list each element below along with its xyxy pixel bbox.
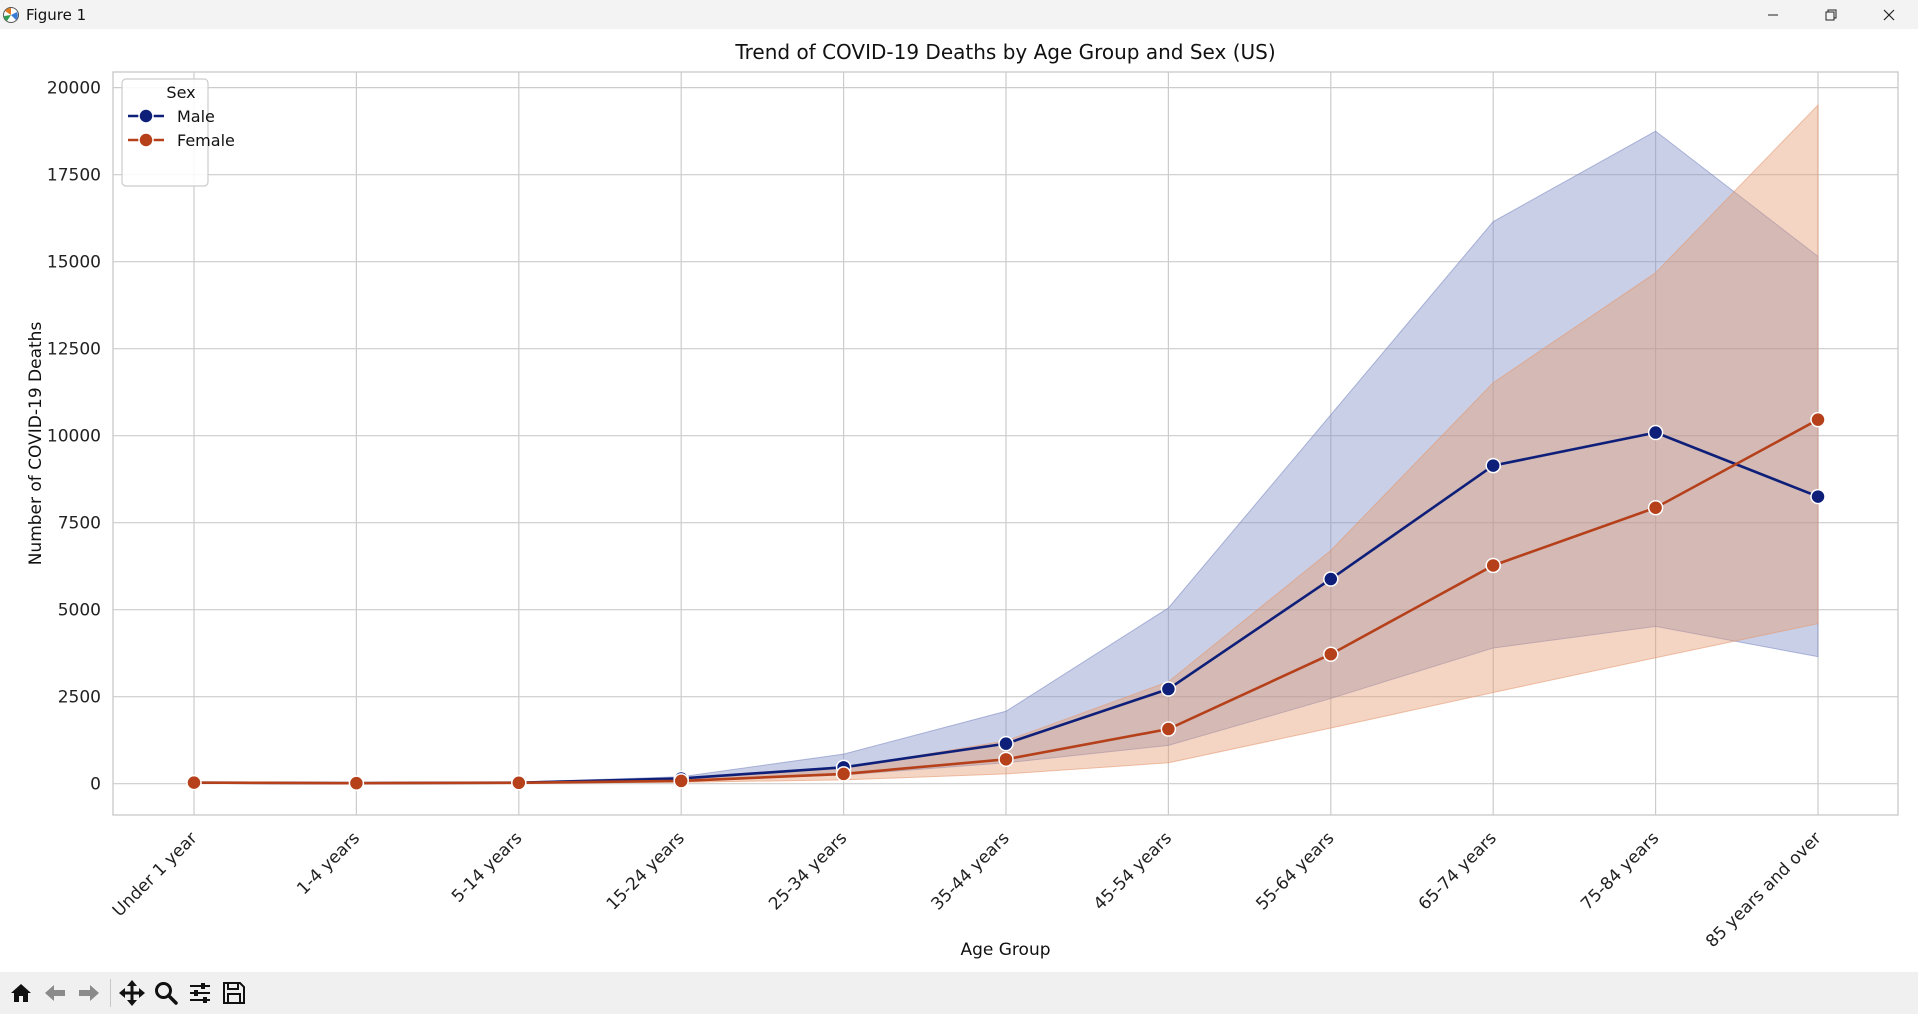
y-tick-label: 20000 — [47, 79, 101, 99]
y-tick-label: 15000 — [47, 253, 101, 273]
x-tick-label: 25-34 years — [765, 828, 851, 914]
zoom-icon — [155, 982, 178, 1005]
restore-button[interactable] — [1802, 0, 1860, 29]
toolbar-separator — [110, 979, 111, 1007]
x-tick-label: 5-14 years — [448, 828, 526, 906]
home-icon — [11, 984, 31, 1002]
data-point-male — [998, 735, 1014, 752]
back-button[interactable] — [38, 976, 72, 1010]
legend: Sex Male Female — [121, 78, 235, 187]
data-point-female — [186, 774, 202, 791]
save-icon — [223, 982, 245, 1004]
x-tick-label: 15-24 years — [603, 828, 689, 914]
data-point-female — [1647, 499, 1664, 516]
navigation-toolbar — [0, 972, 1918, 1014]
data-point-male — [1485, 457, 1501, 474]
window-controls — [1744, 0, 1918, 29]
axes-frame — [112, 71, 1899, 816]
x-tick-label: 35-44 years — [928, 828, 1014, 914]
data-point-male — [1323, 571, 1339, 587]
data-point-female — [1810, 411, 1826, 428]
legend-marker-female — [138, 132, 154, 148]
forward-icon — [79, 985, 99, 1001]
line-chart: 0 2500 5000 7500 10000 12500 15000 17500 20000 Un… — [26, 40, 1899, 960]
data-point-female — [835, 766, 852, 782]
y-tick-label: 17500 — [47, 166, 101, 186]
data-point-female — [998, 751, 1014, 768]
save-button[interactable] — [217, 976, 251, 1010]
window-titlebar: Figure 1 — [0, 0, 1918, 29]
x-tick-label: 65-74 years — [1415, 828, 1501, 914]
y-tick-label: 10000 — [47, 427, 101, 447]
x-tick-label: Under 1 year — [109, 828, 202, 921]
data-point-female — [511, 775, 527, 791]
data-point-female — [673, 773, 689, 789]
legend-title: Sex — [166, 83, 195, 102]
data-point-female — [1485, 557, 1501, 574]
figure-canvas[interactable]: 0 2500 5000 7500 10000 12500 15000 17500 20000 Un… — [0, 29, 1918, 972]
home-button[interactable] — [4, 976, 38, 1010]
configure-icon — [190, 983, 210, 1003]
data-point-male — [1647, 424, 1664, 441]
window-title: Figure 1 — [26, 6, 87, 24]
x-tick-label: 75-84 years — [1577, 828, 1663, 914]
legend-label-male: Male — [177, 107, 215, 126]
y-tick-label: 7500 — [58, 514, 101, 534]
y-tick-label: 5000 — [58, 601, 101, 621]
y-axis-label: Number of COVID-19 Deaths — [26, 322, 46, 566]
restore-icon — [1825, 9, 1837, 20]
legend-box — [121, 78, 209, 187]
close-icon — [1883, 9, 1895, 20]
x-tick-label: 55-64 years — [1252, 828, 1338, 914]
data-point-female — [1323, 646, 1339, 662]
x-tick-label: 85 years and over — [1702, 828, 1825, 951]
minimize-button[interactable] — [1744, 0, 1802, 29]
x-axis-label: Age Group — [960, 940, 1050, 960]
back-icon — [45, 985, 65, 1001]
x-tick-label: 45-54 years — [1090, 828, 1176, 914]
legend-label-female: Female — [177, 131, 235, 150]
x-tick-label: 1-4 years — [293, 828, 364, 899]
data-point-male — [1810, 488, 1826, 505]
zoom-button[interactable] — [149, 976, 183, 1010]
y-tick-label: 2500 — [58, 688, 101, 708]
data-point-male — [1160, 681, 1177, 697]
data-point-female — [1160, 721, 1177, 737]
matplotlib-app-icon — [3, 7, 19, 23]
pan-button[interactable] — [115, 976, 149, 1010]
close-button[interactable] — [1860, 0, 1918, 29]
chart-title: Trend of COVID-19 Deaths by Age Group an… — [734, 40, 1275, 64]
data-point-female — [348, 775, 365, 791]
y-tick-label: 0 — [90, 775, 101, 795]
pan-icon — [119, 980, 145, 1006]
legend-marker-male — [138, 108, 154, 124]
configure-button[interactable] — [183, 976, 217, 1010]
minimize-icon — [1768, 14, 1778, 15]
forward-button[interactable] — [72, 976, 106, 1010]
y-tick-label: 12500 — [47, 340, 101, 360]
